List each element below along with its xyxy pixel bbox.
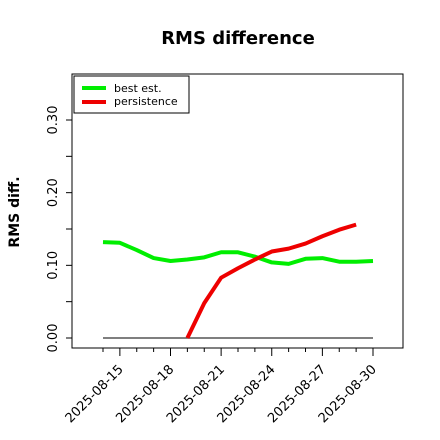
legend: best est. persistence bbox=[73, 75, 190, 114]
y-axis: 0.00 0.10 0.20 0.30 bbox=[46, 106, 72, 353]
y-tick-label: 0.20 bbox=[46, 178, 61, 207]
y-tick-label: 0.30 bbox=[46, 106, 61, 135]
x-axis: 2025-08-152025-08-182025-08-212025-08-24… bbox=[63, 348, 380, 426]
legend-label-best-est: best est. bbox=[114, 82, 162, 95]
y-axis-label: RMS diff. bbox=[7, 176, 23, 247]
series-line-best-est- bbox=[102, 240, 374, 266]
y-tick-label: 0.10 bbox=[46, 251, 61, 280]
y-tick-label: 0.00 bbox=[46, 324, 61, 353]
series-line-persistence bbox=[185, 222, 357, 339]
chart-title: RMS difference bbox=[161, 28, 315, 49]
series-layer bbox=[102, 222, 374, 339]
legend-label-persistence: persistence bbox=[114, 95, 178, 108]
plot-frame bbox=[71, 73, 404, 349]
legend-box bbox=[73, 75, 190, 114]
